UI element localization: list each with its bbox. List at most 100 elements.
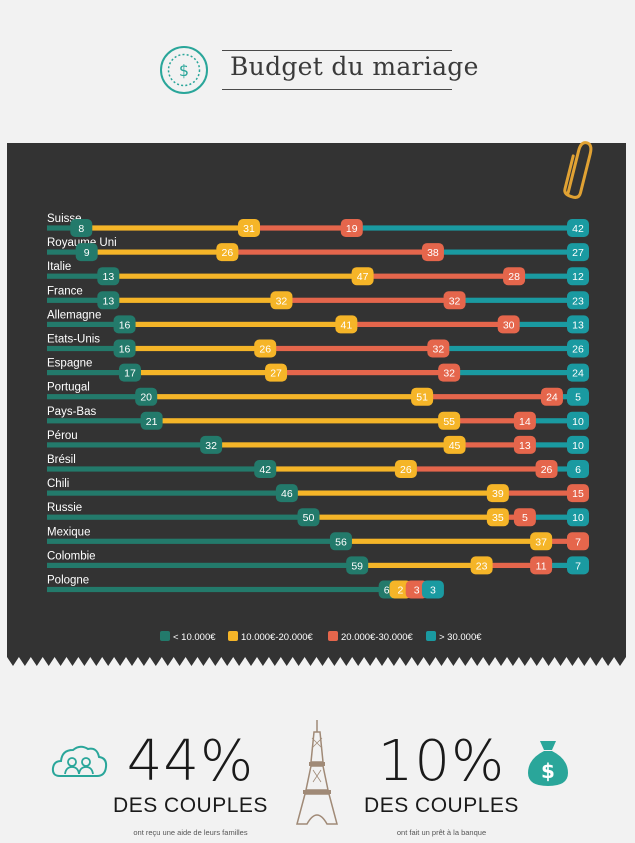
category-label: Suisse: [47, 213, 82, 225]
value-tag: [567, 411, 589, 430]
stat-bank-value: 10%: [377, 729, 506, 794]
category-label: Italie: [47, 261, 71, 273]
data-label: 41: [341, 319, 353, 331]
data-label: 11: [536, 560, 547, 572]
category-label: Mexique: [47, 526, 90, 538]
bar-row: Portugal 20 51 24 5: [47, 382, 589, 406]
value-tag: [486, 484, 509, 503]
value-tag: [530, 556, 553, 575]
data-label: 5: [575, 392, 581, 404]
data-label: 7: [575, 536, 581, 548]
stat-family-help: 44% DES COUPLES ont reçu une aide de leu…: [108, 734, 273, 838]
bar-segment: [398, 586, 410, 593]
data-label: 23: [476, 560, 488, 572]
bar-segment: [533, 418, 588, 424]
bar-segment: [414, 466, 556, 472]
bar-segment: [220, 442, 464, 448]
data-label: 28: [508, 271, 520, 283]
bar-segment: [138, 370, 286, 376]
data-label: 26: [259, 344, 271, 356]
bar-segment: [550, 538, 588, 544]
value-tag: [567, 339, 589, 358]
value-tag: [567, 219, 589, 237]
value-tag: [535, 460, 558, 478]
value-tag: [75, 243, 98, 262]
bar-segment: [506, 490, 588, 496]
data-label: 27: [572, 247, 584, 259]
bar-segment: [447, 345, 588, 352]
data-label: 56: [335, 536, 347, 548]
category-label: Chili: [47, 478, 69, 490]
value-tag: [567, 532, 589, 551]
bar-segment: [117, 297, 291, 303]
value-tag: [113, 339, 136, 358]
bar-segment: [47, 586, 399, 593]
data-label: 27: [270, 368, 282, 380]
bar-segment: [560, 394, 588, 400]
data-label: 10: [572, 512, 584, 524]
stat-bank-loan: 10% DES COUPLES ont fait un prêt à la ba…: [359, 729, 524, 838]
bar-segment: [47, 538, 350, 544]
value-tag: [97, 291, 120, 310]
value-tag: [497, 315, 520, 334]
value-tag: [329, 532, 352, 551]
bar-segment: [371, 273, 524, 279]
bar-segment: [550, 562, 588, 568]
data-label: 9: [84, 247, 90, 259]
value-tag: [421, 580, 444, 599]
data-label: 38: [427, 247, 439, 259]
value-tag: [567, 556, 589, 575]
bar-row: Russie 50 35 5 10: [47, 502, 589, 527]
bar-segment: [274, 345, 448, 352]
bar-row: France 13 32 32 23: [47, 285, 589, 310]
data-label: 24: [572, 368, 584, 380]
value-tag: [97, 267, 120, 286]
stat-bank-caps: DES COUPLES: [364, 794, 519, 817]
value-tag: [567, 435, 589, 454]
data-label: 65: [384, 585, 396, 597]
bar-segment: [47, 225, 91, 231]
value-tag: [567, 460, 589, 478]
title-rule-bottom: [222, 89, 452, 90]
bar-row: Etats-Unis 16 26 32 26: [47, 334, 589, 358]
bar-segment: [236, 249, 442, 255]
bar-segment: [295, 490, 507, 496]
bar-segment: [47, 297, 118, 303]
value-tag: [513, 508, 536, 527]
value-tag: [346, 556, 369, 575]
bar-segment: [47, 370, 139, 376]
data-label: 31: [243, 223, 255, 235]
value-tag: [140, 411, 163, 430]
data-label: 55: [443, 416, 455, 428]
bar-row: Colombie 59 23 11 7: [47, 550, 589, 575]
bar-segment: [117, 273, 372, 279]
value-tag: [530, 532, 553, 551]
data-label: 45: [449, 440, 461, 452]
value-tag: [411, 387, 434, 406]
value-tag: [389, 580, 412, 599]
value-tag: [567, 291, 589, 310]
legend-swatch: [160, 631, 170, 641]
eiffel-tower-icon: [296, 720, 338, 825]
legend-swatch: [328, 631, 338, 641]
value-tag: [118, 363, 141, 382]
header: $ Budget du mariage: [0, 0, 635, 140]
category-label: Espagne: [47, 358, 92, 370]
bar-segment: [533, 514, 588, 520]
data-label: 13: [102, 271, 114, 283]
value-tag: [513, 411, 536, 430]
bar-segment: [285, 370, 459, 376]
data-label: 10: [572, 416, 584, 428]
bar-segment: [95, 249, 237, 255]
value-tag: [200, 435, 223, 454]
legend-label: 20.000€-30.000€: [341, 632, 414, 643]
family-cloud-icon: [51, 745, 108, 777]
value-tag: [540, 387, 563, 406]
data-label: 10: [572, 440, 584, 452]
bar-row: Italie 13 47 28 12: [47, 261, 589, 286]
value-tag: [567, 243, 589, 262]
money-bag-icon: $: [528, 741, 568, 786]
